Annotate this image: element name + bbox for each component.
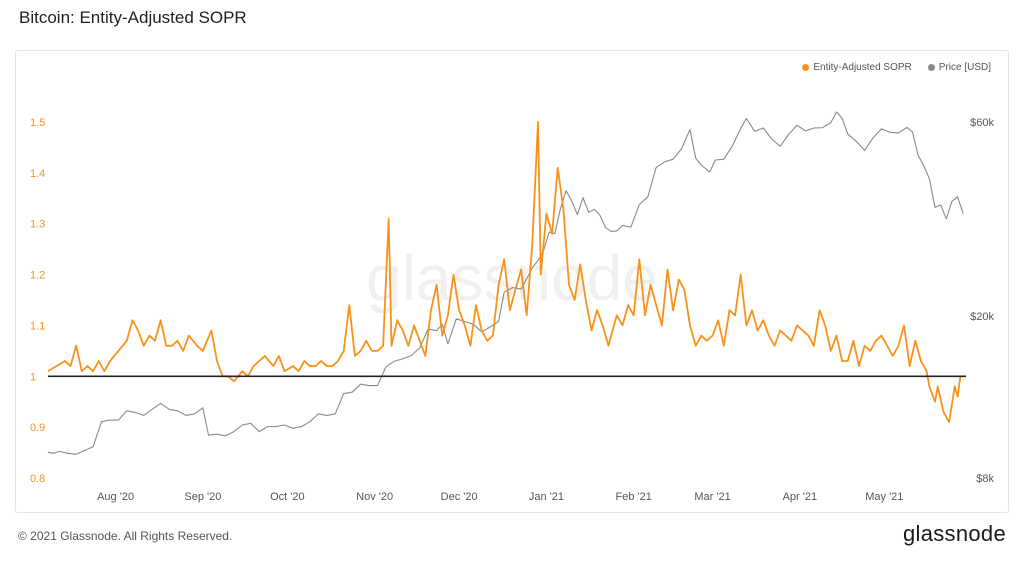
left-tick-label: 1 — [30, 371, 36, 383]
legend-dot-sopr — [802, 64, 810, 71]
x-tick-label: Oct '20 — [270, 491, 305, 503]
x-tick-label: Apr '21 — [783, 491, 818, 503]
right-tick-label: $8k — [976, 473, 994, 485]
legend-label-price: Price [USD] — [938, 62, 991, 73]
left-tick-label: 1.1 — [30, 320, 45, 332]
x-tick-label: Sep '20 — [184, 491, 221, 503]
chart-legend: Entity-Adjusted SOPR Price [USD] — [802, 62, 991, 73]
x-tick-label: Aug '20 — [97, 491, 134, 503]
legend-item-price[interactable]: Price [USD] — [927, 62, 991, 73]
footer-copyright: © 2021 Glassnode. All Rights Reserved. — [18, 529, 233, 543]
x-tick-label: Feb '21 — [616, 491, 652, 503]
footer-logo: glassnode — [903, 521, 1006, 546]
x-tick-label: Jan '21 — [529, 491, 564, 503]
right-axis: $8k $20k $60k — [970, 117, 994, 485]
price-series-line[interactable] — [47, 111, 964, 455]
right-tick-label: $60k — [970, 117, 994, 129]
legend-dot-price — [927, 64, 935, 71]
left-tick-label: 0.9 — [30, 422, 45, 434]
chart-frame — [15, 50, 1009, 513]
x-tick-label: Nov '20 — [356, 491, 393, 503]
left-tick-label: 0.8 — [30, 473, 45, 485]
left-axis: 0.8 0.9 1 1.1 1.2 1.3 1.4 1.5 — [30, 117, 45, 485]
right-tick-label: $20k — [970, 311, 994, 323]
x-tick-label: May '21 — [865, 491, 903, 503]
x-tick-label: Mar '21 — [694, 491, 730, 503]
x-tick-label: Dec '20 — [441, 491, 478, 503]
left-tick-label: 1.2 — [30, 270, 45, 282]
left-tick-label: 1.4 — [30, 168, 45, 180]
series-layer — [47, 111, 964, 455]
legend-item-sopr[interactable]: Entity-Adjusted SOPR — [802, 62, 912, 73]
left-tick-label: 1.5 — [30, 117, 45, 129]
left-tick-label: 1.3 — [30, 219, 45, 231]
sopr-series-line[interactable] — [47, 121, 962, 424]
x-axis: Aug '20 Sep '20 Oct '20 Nov '20 Dec '20 Jan '… — [97, 491, 903, 503]
page-title: Bitcoin: Entity-Adjusted SOPR — [19, 8, 247, 27]
legend-label-sopr: Entity-Adjusted SOPR — [813, 62, 912, 73]
